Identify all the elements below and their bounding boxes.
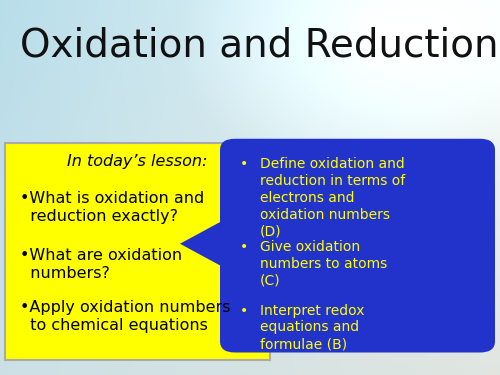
Text: In today’s lesson:: In today’s lesson: bbox=[68, 154, 207, 169]
Text: Oxidation and Reduction: Oxidation and Reduction bbox=[20, 26, 498, 64]
Text: Define oxidation and
reduction in terms of
electrons and
oxidation numbers
(D): Define oxidation and reduction in terms … bbox=[260, 158, 405, 238]
Text: •What is oxidation and
  reduction exactly?: •What is oxidation and reduction exactly… bbox=[20, 191, 204, 224]
Text: Interpret redox
equations and
formulae (B): Interpret redox equations and formulae (… bbox=[260, 304, 364, 351]
Text: •Apply oxidation numbers
  to chemical equations: •Apply oxidation numbers to chemical equ… bbox=[20, 300, 231, 333]
FancyBboxPatch shape bbox=[5, 142, 270, 360]
Text: Give oxidation
numbers to atoms
(C): Give oxidation numbers to atoms (C) bbox=[260, 240, 387, 288]
Polygon shape bbox=[180, 219, 225, 268]
Text: •What are oxidation
  numbers?: •What are oxidation numbers? bbox=[20, 248, 182, 280]
FancyBboxPatch shape bbox=[220, 139, 495, 352]
Text: •: • bbox=[240, 304, 248, 318]
Text: •: • bbox=[240, 240, 248, 254]
Text: •: • bbox=[240, 158, 248, 171]
